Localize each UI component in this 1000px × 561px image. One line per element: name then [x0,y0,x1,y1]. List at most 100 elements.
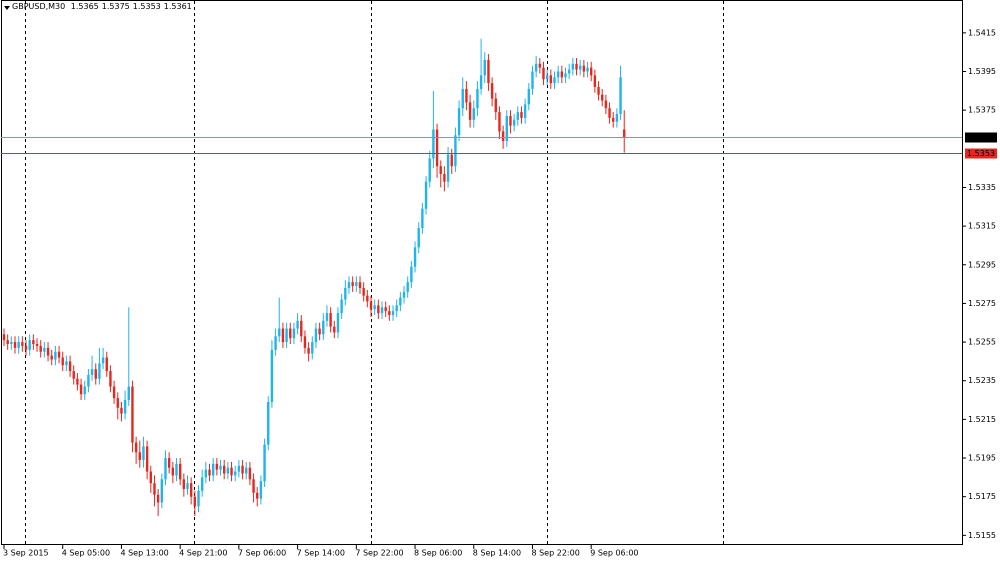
candle-body [35,344,39,346]
price-label-bg [965,148,997,159]
candle-body [10,342,13,345]
candle-body [564,73,567,78]
candle-body [575,63,578,70]
candle-body [538,63,542,68]
candle-body [256,492,259,499]
candle-body [211,463,215,476]
candle-body [204,469,208,478]
candle-body [156,494,160,503]
candle-body [432,129,435,159]
candle-body [263,444,266,482]
candle-body [105,357,108,372]
candle-body [90,369,94,375]
candle-body [362,287,365,296]
candle-body [369,301,373,310]
candle-body [410,266,413,283]
candle-body [87,374,90,387]
candle-body [171,467,175,476]
x-tick-label: 8 Sep 06:00 [414,549,462,558]
candle-body [285,328,288,343]
price-label: 1.5361 [967,133,995,142]
y-tick-label: 1.5395 [968,67,996,76]
menu-arrow [4,6,10,10]
candle-body [153,483,156,495]
y-tick-label: 1.5295 [968,260,996,269]
candle-body [241,465,244,474]
candle-body [377,305,380,314]
candle-body [109,371,112,387]
candle-body [123,400,127,414]
candle-body [101,357,105,364]
candle-body [28,340,31,350]
y-tick-label: 1.5315 [968,222,996,231]
candle-body [226,467,230,474]
candle-body [76,378,79,385]
candle-body [311,342,314,354]
candle-body [61,357,64,366]
candle-body [50,355,53,360]
open: 1.5365 [70,2,99,11]
candle-body [344,287,347,300]
candle-body [270,349,274,402]
candle-body [145,446,149,472]
candle-body [373,305,376,310]
y-tick-label: 1.5275 [968,299,996,308]
candle-body [230,467,233,476]
candle-body [608,108,611,118]
candle-body [553,77,556,84]
candle-body [443,173,446,182]
candle-body [586,67,589,72]
candle-body [252,479,255,493]
candle-body [292,328,296,339]
candle-body [134,442,138,453]
candle-body [457,108,461,136]
candle-body [501,131,505,142]
y-tick-label: 1.5255 [968,338,996,347]
x-tick-label: 7 Sep 22:00 [355,549,403,558]
candle-body [590,67,593,76]
candle-body [318,328,321,335]
candle-body [98,363,101,379]
high: 1.5375 [101,2,130,11]
candle-body [6,340,9,345]
candle-body [340,299,343,314]
candle-body [43,347,46,352]
candle-body [384,307,387,312]
candle-body [131,386,134,443]
candle-body [307,347,310,354]
candle-body [182,479,186,489]
x-tick-label: 8 Sep 14:00 [473,549,521,558]
x-tick-label: 7 Sep 14:00 [297,549,345,558]
candle-body [314,328,318,343]
candle-body [219,465,222,470]
candle-body [402,291,406,298]
candle-body [465,88,468,103]
candle-body [395,305,398,312]
candle-body [68,361,72,372]
candle-body [223,465,226,474]
candle-body [186,483,189,489]
candle-body [380,307,384,314]
plot-frame [1,0,963,545]
candle-body [358,282,362,288]
candle-body [512,119,516,126]
candle-body [281,328,285,343]
candle-body [446,154,450,182]
candle-body [289,328,292,339]
candle-body [476,88,479,109]
candle-body [439,166,442,174]
candle-body [472,108,475,120]
candle-body [160,479,164,503]
candle-body [417,228,420,248]
x-tick-label: 4 Sep 05:00 [62,549,110,558]
candle-body [215,463,219,470]
candle-body [39,345,42,352]
candle-body [468,102,472,120]
y-tick-label: 1.5235 [968,376,996,385]
x-tick-label: 9 Sep 06:00 [590,549,638,558]
candle-body [498,112,501,132]
candle-body [490,83,494,99]
x-tick-label: 4 Sep 21:00 [179,549,227,558]
candle-body [619,77,622,115]
